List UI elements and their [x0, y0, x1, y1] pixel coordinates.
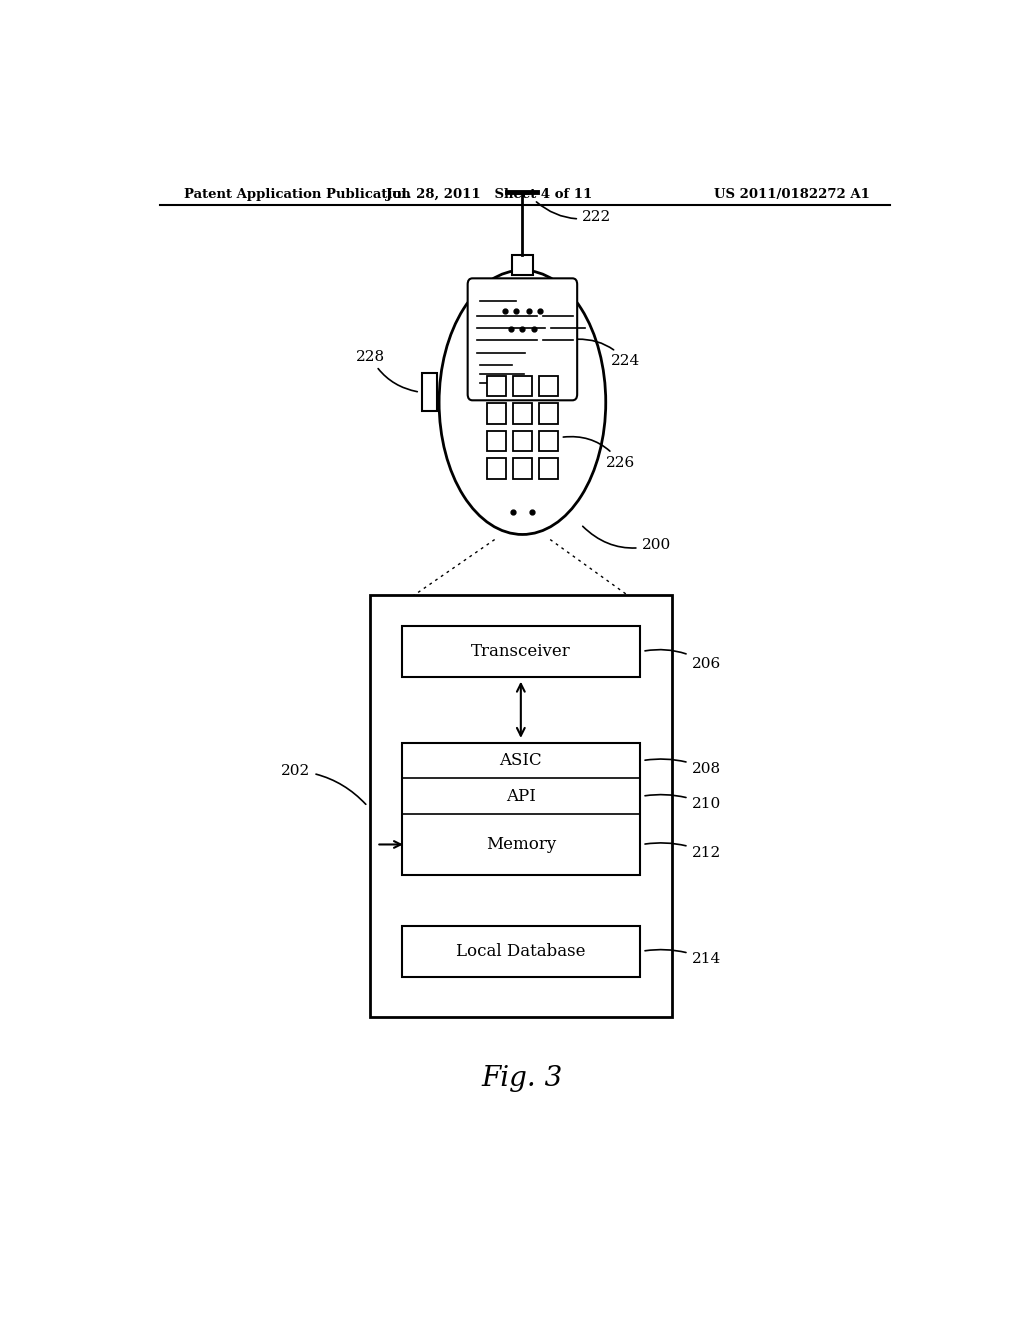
Bar	[513, 404, 531, 424]
Bar	[486, 404, 506, 424]
Bar	[423, 372, 436, 412]
Bar	[539, 458, 558, 479]
Text: 224: 224	[578, 339, 641, 368]
Text: 214: 214	[645, 949, 721, 966]
Bar	[513, 376, 531, 396]
Text: 200: 200	[583, 527, 671, 552]
Bar	[513, 458, 531, 479]
Text: Jul. 28, 2011   Sheet 4 of 11: Jul. 28, 2011 Sheet 4 of 11	[386, 189, 592, 202]
Bar	[486, 458, 506, 479]
Text: 228: 228	[355, 350, 418, 392]
Text: 206: 206	[645, 649, 721, 671]
Text: Memory: Memory	[485, 836, 556, 853]
FancyBboxPatch shape	[468, 279, 578, 400]
Text: ASIC: ASIC	[500, 752, 542, 770]
Bar	[539, 430, 558, 451]
Bar	[513, 430, 531, 451]
Text: 208: 208	[645, 759, 721, 776]
Text: Local Database: Local Database	[456, 942, 586, 960]
Bar	[486, 376, 506, 396]
Text: 226: 226	[563, 437, 635, 470]
Text: Transceiver: Transceiver	[471, 643, 570, 660]
Ellipse shape	[439, 271, 606, 535]
Text: 222: 222	[537, 202, 611, 224]
Text: Fig. 3: Fig. 3	[482, 1065, 563, 1092]
Bar	[512, 255, 532, 276]
Bar	[370, 595, 672, 1018]
Bar	[486, 430, 506, 451]
Bar	[539, 376, 558, 396]
Bar	[401, 743, 640, 875]
Bar	[401, 925, 640, 977]
Text: Patent Application Publication: Patent Application Publication	[183, 189, 411, 202]
Text: 202: 202	[282, 764, 366, 804]
Text: API: API	[506, 788, 536, 805]
Bar	[539, 404, 558, 424]
Text: 212: 212	[645, 843, 721, 859]
Text: 210: 210	[645, 795, 721, 812]
Bar	[401, 626, 640, 677]
Text: US 2011/0182272 A1: US 2011/0182272 A1	[714, 189, 870, 202]
